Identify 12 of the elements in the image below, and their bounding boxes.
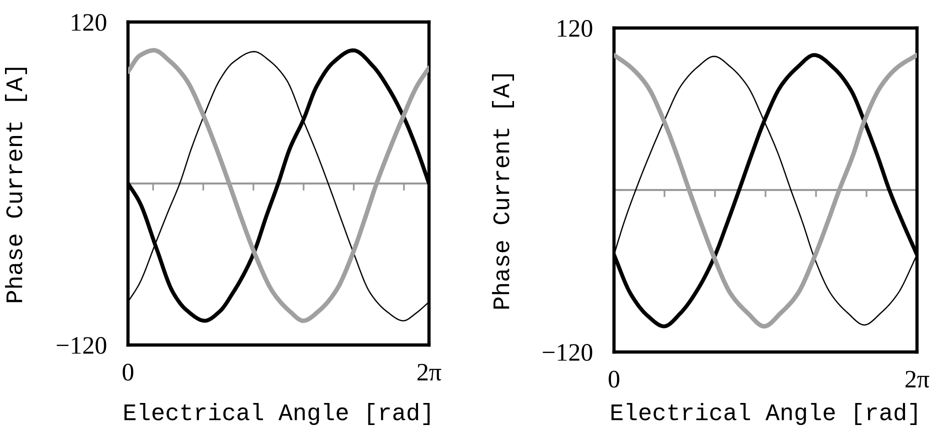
x-axis-title: Electrical Angle [rad]: [611, 403, 917, 426]
y-tick-label: 120: [558, 20, 592, 37]
y-tick-label: 120: [72, 14, 106, 31]
x-axis-title: Electrical Angle [rad]: [124, 403, 430, 426]
x-tick-label: 2π: [906, 370, 930, 388]
x-tick-label: 2π: [418, 364, 442, 381]
y-tick-label: −120: [56, 337, 106, 354]
x-tick-label: 0: [608, 370, 620, 388]
y-axis-title: Phase Current [A]: [492, 74, 514, 309]
x-tick-label: 0: [122, 364, 134, 381]
y-tick-label: −120: [542, 344, 592, 361]
y-axis-title: Phase Current [A]: [4, 68, 27, 302]
